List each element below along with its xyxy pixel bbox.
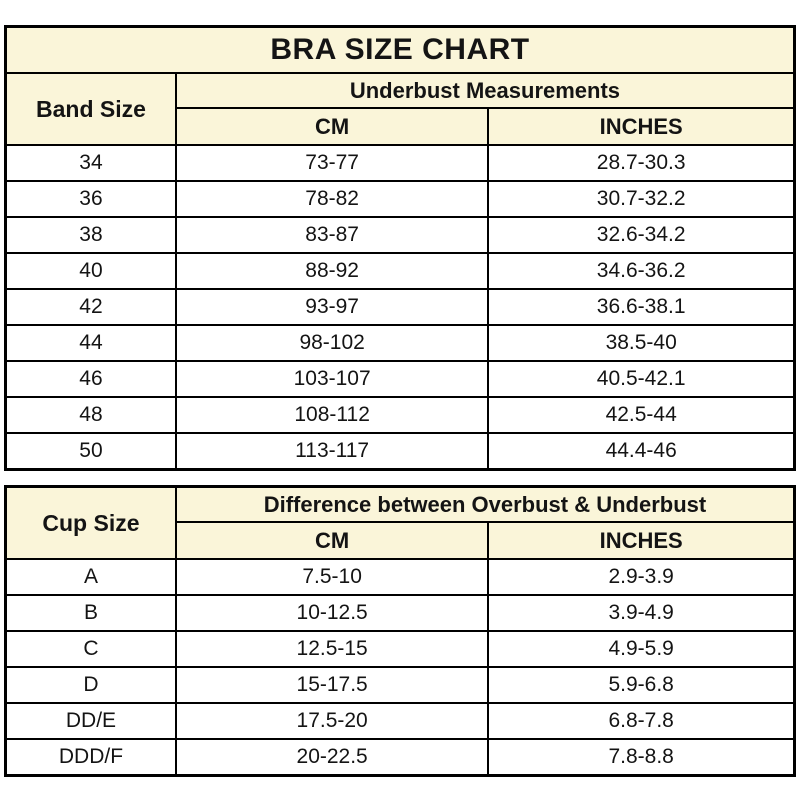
cup-size-value: D <box>4 666 177 704</box>
band-group-header-row: Band Size Underbust Measurements <box>4 72 796 146</box>
cup-size-value: B <box>4 594 177 632</box>
cup-size-value: C <box>4 630 177 668</box>
cup-inches-value: 7.8-8.8 <box>487 738 796 777</box>
band-inches-value: 40.5-42.1 <box>487 360 796 398</box>
band-cm-value: 98-102 <box>174 324 490 362</box>
cup-inches-value: 3.9-4.9 <box>487 594 796 632</box>
table-row: 34 73-77 28.7-30.3 <box>4 144 796 182</box>
band-inches-value: 32.6-34.2 <box>487 216 796 254</box>
band-inches-column-header: INCHES <box>487 107 796 146</box>
band-size-value: 46 <box>4 360 177 398</box>
band-inches-value: 42.5-44 <box>487 396 796 434</box>
cup-size-value: DD/E <box>4 702 177 740</box>
table-row: 36 78-82 30.7-32.2 <box>4 180 796 218</box>
cup-size-column-header: Cup Size <box>4 485 177 560</box>
band-size-value: 48 <box>4 396 177 434</box>
page-title: BRA SIZE CHART <box>4 25 796 74</box>
band-size-value: 34 <box>4 144 177 182</box>
table-row: D 15-17.5 5.9-6.8 <box>4 666 796 704</box>
band-cm-value: 103-107 <box>174 360 490 398</box>
cup-cm-value: 10-12.5 <box>174 594 490 632</box>
table-row: 38 83-87 32.6-34.2 <box>4 216 796 254</box>
band-size-value: 40 <box>4 252 177 290</box>
band-inches-value: 44.4-46 <box>487 432 796 471</box>
table-row: B 10-12.5 3.9-4.9 <box>4 594 796 632</box>
band-size-value: 38 <box>4 216 177 254</box>
band-cm-value: 113-117 <box>174 432 490 471</box>
band-size-column-header: Band Size <box>4 72 177 146</box>
table-row: C 12.5-15 4.9-5.9 <box>4 630 796 668</box>
cup-unit-header-row: CM INCHES <box>6 521 796 560</box>
band-cm-value: 88-92 <box>174 252 490 290</box>
band-size-value: 36 <box>4 180 177 218</box>
band-cm-value: 93-97 <box>174 288 490 326</box>
table-row: 42 93-97 36.6-38.1 <box>4 288 796 326</box>
cup-cm-value: 20-22.5 <box>174 738 490 777</box>
underbust-measurements-header: Underbust Measurements <box>174 72 796 109</box>
band-inches-value: 38.5-40 <box>487 324 796 362</box>
cup-size-value: DDD/F <box>4 738 177 777</box>
band-size-table: BRA SIZE CHART Band Size Underbust Measu… <box>4 25 796 471</box>
band-size-value: 44 <box>4 324 177 362</box>
table-gap <box>4 471 796 485</box>
band-inches-value: 36.6-38.1 <box>487 288 796 326</box>
cup-size-value: A <box>4 558 177 596</box>
cup-inches-value: 4.9-5.9 <box>487 630 796 668</box>
band-cm-value: 108-112 <box>174 396 490 434</box>
cup-cm-value: 17.5-20 <box>174 702 490 740</box>
cup-table-body: A 7.5-10 2.9-3.9 B 10-12.5 3.9-4.9 C 12.… <box>4 558 796 777</box>
band-inches-value: 28.7-30.3 <box>487 144 796 182</box>
band-cm-value: 78-82 <box>174 180 490 218</box>
cup-inches-value: 6.8-7.8 <box>487 702 796 740</box>
cup-cm-value: 15-17.5 <box>174 666 490 704</box>
cup-cm-value: 12.5-15 <box>174 630 490 668</box>
table-row: A 7.5-10 2.9-3.9 <box>4 558 796 596</box>
band-unit-header-row: CM INCHES <box>6 107 796 146</box>
cup-group-header-row: Cup Size Difference between Overbust & U… <box>4 485 796 560</box>
table-row: 50 113-117 44.4-46 <box>4 432 796 471</box>
table-row: DD/E 17.5-20 6.8-7.8 <box>4 702 796 740</box>
band-size-value: 50 <box>4 432 177 471</box>
table-row: 46 103-107 40.5-42.1 <box>4 360 796 398</box>
cup-inches-value: 2.9-3.9 <box>487 558 796 596</box>
table-row: DDD/F 20-22.5 7.8-8.8 <box>4 738 796 777</box>
cup-cm-column-header: CM <box>174 521 490 560</box>
band-size-value: 42 <box>4 288 177 326</box>
band-table-body: 34 73-77 28.7-30.3 36 78-82 30.7-32.2 38… <box>4 144 796 471</box>
table-row: 48 108-112 42.5-44 <box>4 396 796 434</box>
cup-inches-column-header: INCHES <box>487 521 796 560</box>
table-row: 44 98-102 38.5-40 <box>4 324 796 362</box>
chart-title-row: BRA SIZE CHART <box>4 25 796 74</box>
band-cm-column-header: CM <box>174 107 490 146</box>
cup-size-table: Cup Size Difference between Overbust & U… <box>4 485 796 777</box>
band-inches-value: 34.6-36.2 <box>487 252 796 290</box>
difference-overbust-underbust-header: Difference between Overbust & Underbust <box>174 485 796 523</box>
cup-inches-value: 5.9-6.8 <box>487 666 796 704</box>
table-row: 40 88-92 34.6-36.2 <box>4 252 796 290</box>
cup-cm-value: 7.5-10 <box>174 558 490 596</box>
band-cm-value: 73-77 <box>174 144 490 182</box>
band-inches-value: 30.7-32.2 <box>487 180 796 218</box>
band-cm-value: 83-87 <box>174 216 490 254</box>
